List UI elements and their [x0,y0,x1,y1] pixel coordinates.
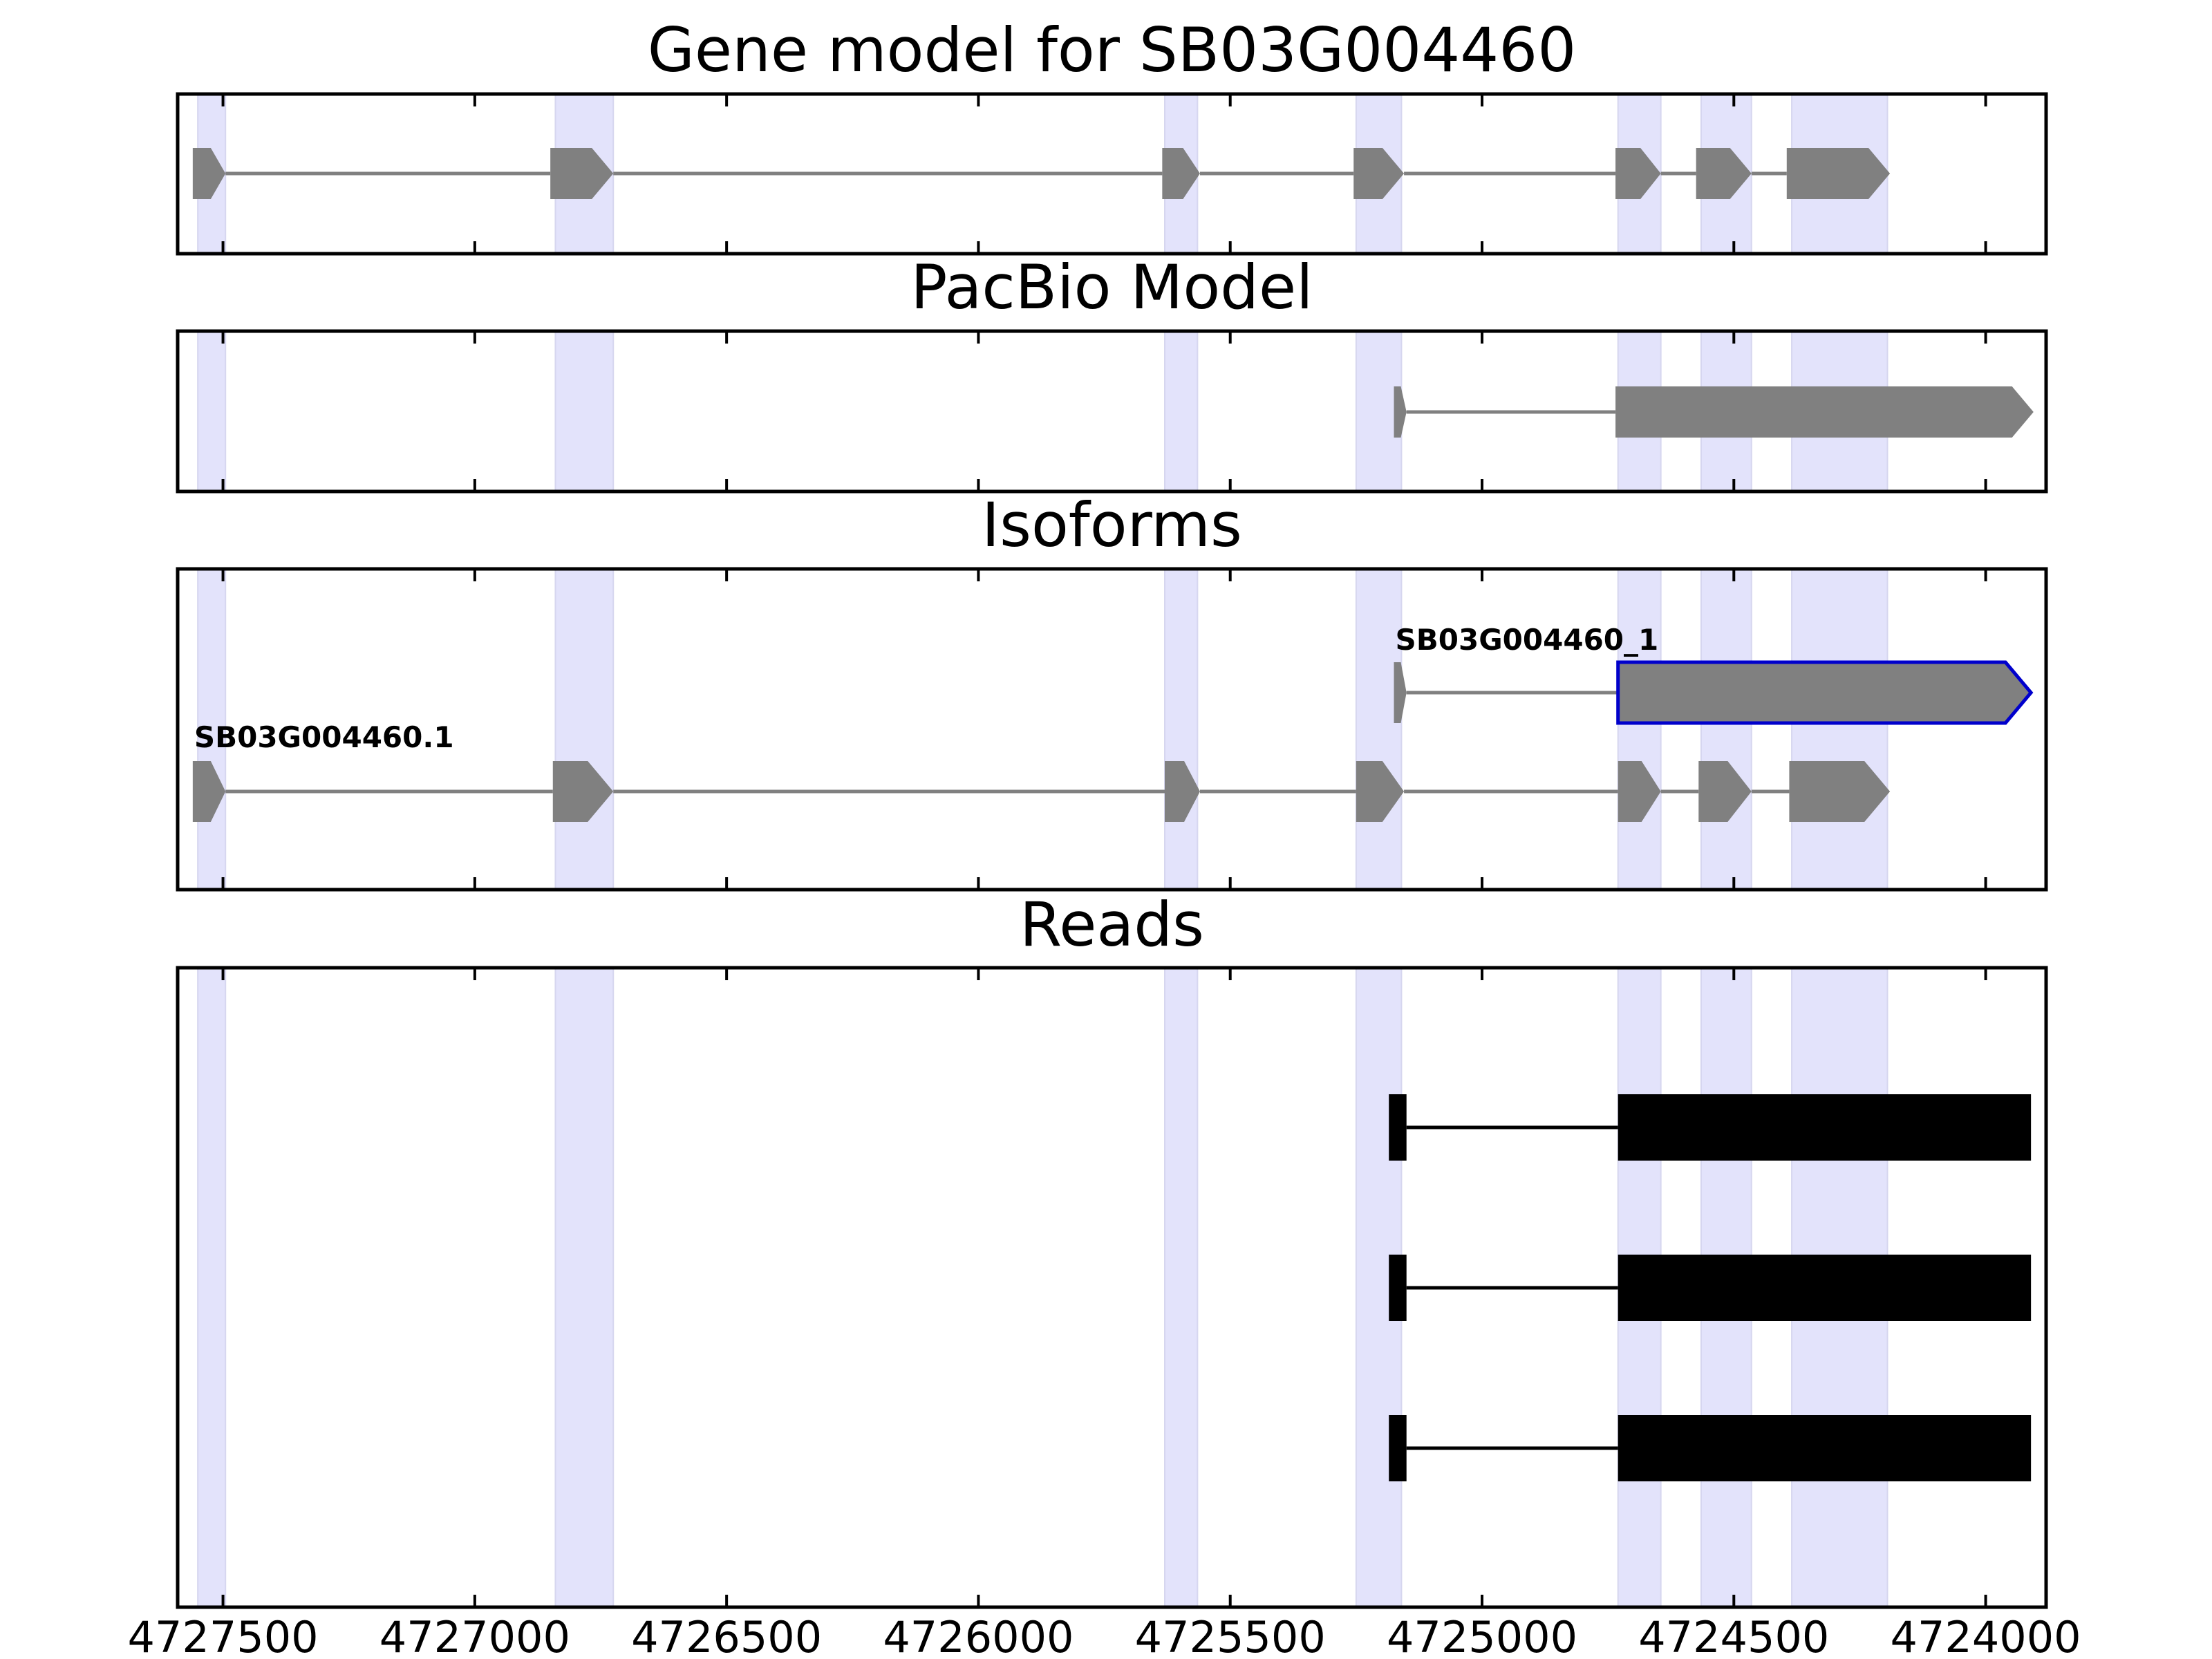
exon [1353,148,1405,199]
exon [1615,148,1661,199]
exon [1789,761,1891,822]
panels-layer: Gene model for SB03G004460 PacBio Model Is… [176,15,2048,1609]
exon [1616,660,2034,725]
highlight-region [554,330,615,492]
highlight-region [554,568,615,890]
exon [550,148,614,199]
panel-frame [176,92,2048,256]
exon [1165,761,1200,822]
panel-title: Isoforms [982,489,1242,561]
track [1389,1094,2032,1161]
read-block [1618,1094,2032,1161]
read-block [1389,1094,1407,1161]
exon [1394,662,1407,723]
track [1389,1255,2032,1321]
highlight-region [554,967,615,1608]
x-tick-label: 4724500 [1638,1612,1829,1659]
highlight-region [1164,330,1199,492]
read-block [1389,1415,1407,1481]
read-block [1618,1415,2032,1481]
track: SB03G004460.1 [192,720,1891,822]
highlight-region [1164,967,1199,1608]
panel-4: Reads [176,889,2048,1609]
exon [192,148,226,199]
isoform-label: SB03G004460.1 [194,720,454,754]
isoform-label: SB03G004460_1 [1396,623,1659,657]
highlight-region [197,330,227,492]
panel-3: Isoforms SB03G004460_1 SB03G004460.1 [176,489,2048,892]
highlight-region [1700,568,1752,890]
track: SB03G004460_1 [1394,623,2034,725]
panel-title: PacBio Model [910,252,1313,323]
x-tick-label: 4727000 [379,1612,570,1659]
exon [192,761,226,822]
exon [1615,386,2034,438]
panel-title: Gene model for SB03G004460 [648,15,1577,86]
x-tick-label: 4727500 [128,1612,319,1659]
exon [1786,148,1891,199]
panel-frame [176,567,2048,892]
panel-frame [176,329,2048,494]
exon [1394,386,1407,438]
exon [1356,761,1405,822]
panel-frame [176,966,2048,1609]
exon [552,761,614,822]
x-tick-label: 4725500 [1135,1612,1326,1659]
highlight-region [1355,568,1403,890]
exon [1698,761,1752,822]
read-block [1389,1255,1407,1321]
exon [1618,761,1661,822]
x-tick-label: 4725000 [1387,1612,1577,1659]
x-axis: 4727500 4727000 4726500 4726000 4725500 47250… [128,1612,2081,1659]
panel-title: Reads [1020,889,1204,960]
track [192,148,1891,199]
track [1389,1415,2032,1481]
x-tick-label: 4724000 [1891,1612,2081,1659]
x-tick-label: 4726500 [631,1612,822,1659]
highlight-region [1617,568,1662,890]
exon [1696,148,1752,199]
exon [1162,148,1200,199]
read-block [1618,1255,2032,1321]
highlight-region [1164,568,1199,890]
highlight-region [197,967,227,1608]
track [1394,386,2034,438]
panel-2: PacBio Model [176,252,2048,494]
panel-1: Gene model for SB03G004460 [176,15,2048,256]
highlight-region [1791,568,1888,890]
x-tick-label: 4726000 [883,1612,1074,1659]
